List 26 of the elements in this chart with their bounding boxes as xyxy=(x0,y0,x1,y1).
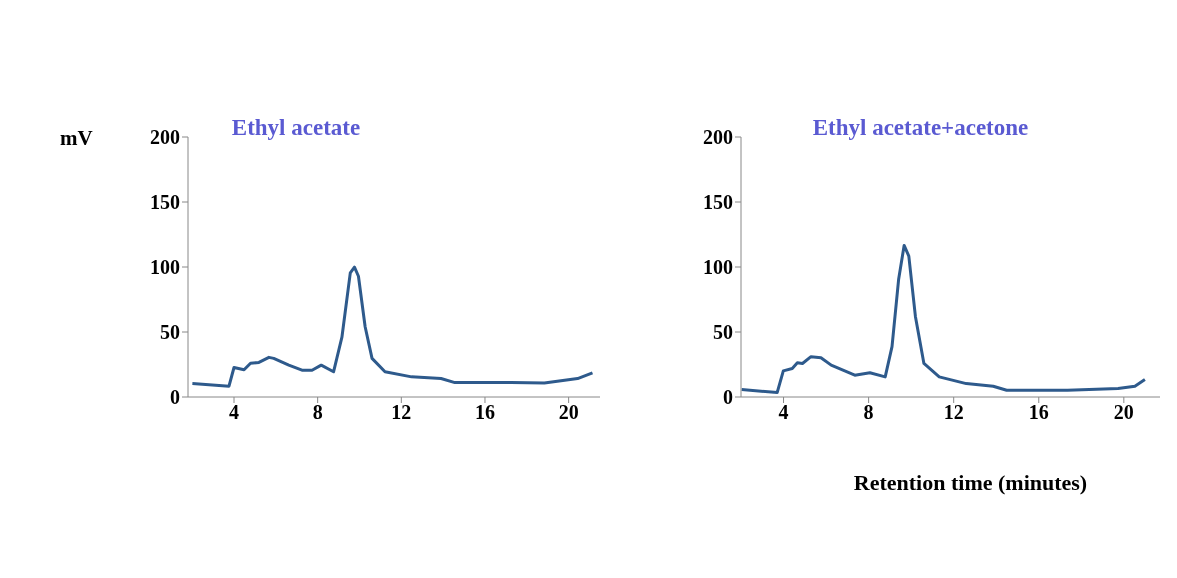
x-tick-label: 12 xyxy=(391,401,412,424)
y-tick-label: 100 xyxy=(150,256,180,279)
x-axis-title: Retention time (minutes) xyxy=(852,470,1089,496)
line-series xyxy=(741,243,1147,395)
chart-title: Ethyl acetate+acetone xyxy=(812,115,1029,140)
x-tick-label: 12 xyxy=(943,401,964,424)
chart-title: Ethyl acetate xyxy=(231,115,361,140)
x-tick-label: 20 xyxy=(558,401,579,424)
y-tick-label: 0 xyxy=(723,386,733,409)
x-tick-label: 16 xyxy=(1028,401,1049,424)
y-tick-label: 50 xyxy=(713,321,733,344)
x-tick-label: 4 xyxy=(229,401,240,424)
x-tick-label: 16 xyxy=(474,401,495,424)
y-tick-label: 200 xyxy=(150,126,180,149)
y-tick-label: 100 xyxy=(703,256,733,279)
x-tick-label: 4 xyxy=(778,401,789,424)
y-tick-label: 200 xyxy=(703,126,733,149)
line-series xyxy=(190,265,594,388)
x-tick-label: 8 xyxy=(312,401,323,424)
y-tick-label: 0 xyxy=(170,386,180,409)
x-tick-label: 8 xyxy=(863,401,874,424)
y-tick-label: 50 xyxy=(160,321,180,344)
y-axis-title: mV xyxy=(60,126,93,151)
x-tick-label: 20 xyxy=(1113,401,1134,424)
y-tick-label: 150 xyxy=(703,191,733,214)
y-tick-label: 150 xyxy=(150,191,180,214)
